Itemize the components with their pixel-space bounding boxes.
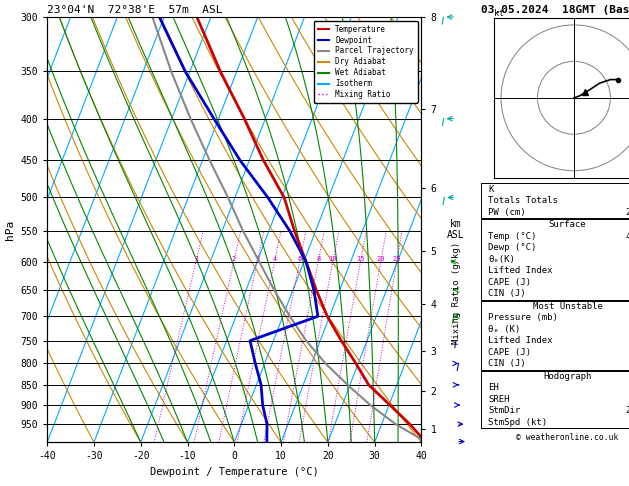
Text: 8: 8 xyxy=(316,256,320,262)
Text: SREH: SREH xyxy=(488,395,509,404)
Bar xyxy=(481,219,629,299)
Text: K: K xyxy=(488,185,494,194)
Text: EH: EH xyxy=(488,383,499,392)
Text: 3: 3 xyxy=(255,256,259,262)
Text: CAPE (J): CAPE (J) xyxy=(488,278,531,287)
Text: Pressure (mb): Pressure (mb) xyxy=(488,313,558,322)
Text: CIN (J): CIN (J) xyxy=(488,359,526,368)
Text: 4: 4 xyxy=(272,256,277,262)
Text: 296°: 296° xyxy=(626,406,629,416)
Text: PW (cm): PW (cm) xyxy=(488,208,526,217)
Text: CAPE (J): CAPE (J) xyxy=(488,348,531,357)
Text: 23°04'N  72°38'E  57m  ASL: 23°04'N 72°38'E 57m ASL xyxy=(47,5,223,15)
Text: CIN (J): CIN (J) xyxy=(488,289,526,298)
Text: Most Unstable: Most Unstable xyxy=(533,302,603,311)
Text: Lifted Index: Lifted Index xyxy=(488,336,553,346)
Text: 03.05.2024  18GMT (Base: 18): 03.05.2024 18GMT (Base: 18) xyxy=(481,4,629,15)
Text: Lifted Index: Lifted Index xyxy=(488,266,553,275)
Text: 15: 15 xyxy=(356,256,365,262)
Text: Mixing Ratio (g/kg): Mixing Ratio (g/kg) xyxy=(452,243,460,345)
Text: 20: 20 xyxy=(376,256,385,262)
Text: θₑ (K): θₑ (K) xyxy=(488,325,520,334)
Text: Hodograph: Hodograph xyxy=(543,372,592,381)
Text: StmSpd (kt): StmSpd (kt) xyxy=(488,418,547,427)
Y-axis label: km
ASL: km ASL xyxy=(447,219,465,241)
Text: 40.8: 40.8 xyxy=(626,232,629,241)
Text: Temp (°C): Temp (°C) xyxy=(488,232,537,241)
Text: Dewp (°C): Dewp (°C) xyxy=(488,243,537,252)
Text: θₑ(K): θₑ(K) xyxy=(488,255,515,264)
Text: kt: kt xyxy=(494,9,504,17)
X-axis label: Dewpoint / Temperature (°C): Dewpoint / Temperature (°C) xyxy=(150,467,319,477)
Bar xyxy=(481,300,629,369)
Bar xyxy=(481,371,629,428)
Text: 2: 2 xyxy=(231,256,236,262)
Text: 2.49: 2.49 xyxy=(626,208,629,217)
Bar xyxy=(481,184,629,218)
Text: 10: 10 xyxy=(328,256,337,262)
Text: © weatheronline.co.uk: © weatheronline.co.uk xyxy=(516,433,619,442)
Text: Totals Totals: Totals Totals xyxy=(488,196,558,205)
Text: Surface: Surface xyxy=(549,220,586,229)
Text: 6: 6 xyxy=(298,256,302,262)
Text: StmDir: StmDir xyxy=(488,406,520,416)
Y-axis label: hPa: hPa xyxy=(5,220,15,240)
Text: 25: 25 xyxy=(392,256,401,262)
Text: 1: 1 xyxy=(194,256,198,262)
Legend: Temperature, Dewpoint, Parcel Trajectory, Dry Adiabat, Wet Adiabat, Isotherm, Mi: Temperature, Dewpoint, Parcel Trajectory… xyxy=(314,21,418,103)
